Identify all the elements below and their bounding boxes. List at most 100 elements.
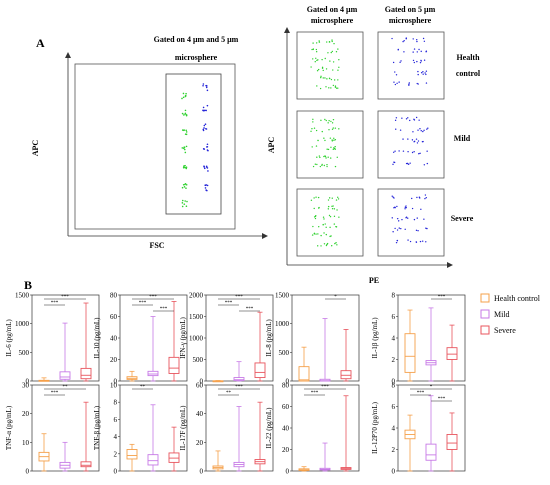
chart-frame: [205, 384, 274, 472]
y-tick-label: 2: [392, 446, 396, 454]
event-dot-green: [320, 119, 322, 122]
event-dot-green: [327, 156, 329, 158]
event-dot-blue: [415, 116, 418, 119]
event-dot-green: [316, 163, 318, 166]
event-dot-green: [333, 42, 335, 45]
event-dot-green: [338, 66, 340, 69]
event-dot-blue: [425, 50, 428, 52]
event-dot-green: [338, 58, 340, 61]
event-dot-blue: [407, 138, 409, 140]
event-dot-green: [322, 223, 324, 226]
left-gate-box: [165, 73, 222, 215]
event-dot-blue: [398, 150, 400, 152]
event-dot-green: [185, 167, 188, 170]
y-tick-label: 0: [392, 468, 396, 476]
event-dot-blue: [423, 40, 426, 42]
event-dot-green: [181, 147, 184, 149]
event-dot-green: [182, 166, 185, 169]
event-dot-blue: [413, 218, 416, 221]
event-dot-blue: [396, 229, 399, 231]
event-dot-blue: [419, 61, 422, 64]
y-tick-label: 60: [196, 382, 204, 390]
event-dot-green: [181, 186, 184, 189]
y-tick-label: 0: [200, 468, 204, 476]
event-dot-green: [336, 156, 338, 158]
event-dot-blue: [398, 227, 400, 229]
event-dot-green: [334, 145, 336, 148]
event-dot-green: [329, 60, 331, 62]
y-tick-label: 2: [392, 356, 396, 364]
event-dot-green: [318, 40, 320, 42]
event-dot-blue: [417, 73, 419, 76]
event-dot-blue: [426, 227, 428, 230]
event-dot-green: [313, 197, 315, 199]
event-dot-blue: [425, 196, 427, 199]
event-dot-green: [321, 66, 324, 69]
y-tick-label: 0: [114, 378, 118, 386]
significance-label: ***: [438, 397, 446, 402]
event-dot-green: [324, 155, 326, 157]
event-dot-blue: [393, 197, 395, 199]
y-axis-label: IL-8 (pg/mL): [265, 319, 273, 357]
event-dot-green: [323, 218, 325, 220]
y-tick-label: 1500: [189, 313, 204, 321]
event-dot-blue: [405, 205, 407, 207]
event-dot-green: [330, 120, 332, 123]
event-dot-blue: [405, 162, 408, 165]
event-dot-blue: [394, 119, 397, 122]
event-dot-blue: [427, 127, 429, 129]
event-dot-green: [332, 69, 334, 71]
event-dot-green: [317, 139, 319, 142]
event-dot-blue: [416, 82, 418, 85]
event-dot-green: [186, 200, 188, 203]
event-dot-green: [318, 226, 320, 228]
event-dot-blue: [404, 208, 406, 210]
significance-label: ***: [160, 307, 168, 312]
event-dot-blue: [423, 129, 425, 132]
event-dot-blue: [207, 149, 209, 152]
event-dot-green: [183, 129, 185, 131]
event-dot-blue: [407, 163, 410, 166]
event-dot-green: [310, 66, 312, 68]
event-dot-blue: [399, 61, 401, 64]
event-dot-blue: [416, 142, 419, 144]
event-dot-green: [315, 129, 318, 132]
event-dot-green: [318, 41, 321, 43]
event-dot-green: [312, 118, 314, 121]
event-dot-green: [337, 196, 339, 198]
event-dot-green: [184, 151, 187, 154]
right-x-arrow: [447, 262, 453, 268]
col2-title-line1: Gated on 5 μm: [385, 5, 436, 14]
event-dot-blue: [205, 166, 208, 168]
event-dot-blue: [423, 164, 426, 166]
box-chart: 0 20 40 60 IL-17F (pg/mL) *****: [179, 382, 274, 476]
event-dot-green: [317, 233, 319, 235]
event-dot-blue: [422, 73, 424, 75]
event-dot-green: [185, 129, 187, 132]
event-dot-green: [332, 118, 335, 121]
event-dot-blue: [420, 50, 422, 53]
y-axis-label: IL-17F (pg/mL): [179, 405, 187, 451]
event-dot-blue: [418, 196, 421, 198]
event-dot-green: [323, 137, 325, 139]
event-dot-green: [328, 197, 331, 199]
event-dot-blue: [203, 165, 205, 167]
event-dot-green: [321, 58, 323, 61]
event-dot-blue: [424, 194, 427, 196]
event-dot-green: [182, 96, 185, 99]
event-dot-green: [184, 148, 186, 151]
event-dot-green: [332, 84, 335, 87]
event-dot-green: [333, 79, 336, 81]
event-dot-green: [185, 183, 188, 186]
event-dot-green: [183, 114, 185, 116]
event-dot-green: [312, 58, 314, 60]
event-dot-green: [337, 198, 340, 200]
y-tick-label: 4: [392, 425, 396, 433]
event-dot-green: [320, 75, 322, 78]
event-dot-green: [185, 114, 188, 116]
event-dot-blue: [416, 40, 418, 43]
event-dot-green: [332, 127, 335, 129]
event-dot-blue: [411, 207, 414, 210]
event-dot-blue: [416, 217, 418, 219]
event-dot-blue: [207, 170, 209, 172]
